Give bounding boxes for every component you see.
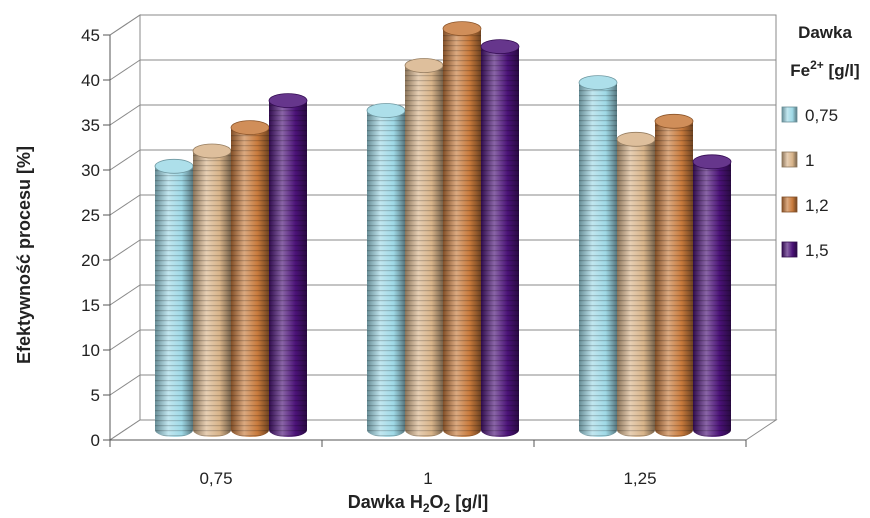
- y-tick-label: 20: [81, 251, 100, 270]
- bar: [230, 120, 270, 437]
- gridline: [109, 14, 776, 36]
- y-tick-label: 25: [81, 206, 100, 225]
- bar-texture: [443, 28, 481, 437]
- bar: [480, 39, 520, 437]
- bar-top: [578, 75, 618, 90]
- bar-texture: [193, 151, 231, 437]
- bar-top: [366, 103, 406, 118]
- legend-item: 1: [781, 151, 814, 170]
- gridline: [109, 149, 776, 171]
- bar-top: [230, 120, 270, 135]
- legend-label: 1,5: [805, 241, 829, 260]
- x-axis-label: Dawka H2O2 [g/l]: [348, 492, 488, 515]
- bar-texture: [655, 121, 693, 438]
- legend: Dawka Fe2+ [g/l] 0,75 1 1,2 1,5: [781, 23, 860, 260]
- bar: [154, 158, 194, 438]
- x-axis-ticks: 0,75 1 1,25: [109, 439, 747, 488]
- x-tick-label: 0,75: [199, 469, 232, 488]
- legend-item: 1,2: [781, 196, 829, 215]
- bar-top: [192, 143, 232, 159]
- bar-texture: [231, 127, 269, 437]
- y-tick-label: 35: [81, 116, 100, 135]
- bar: [404, 58, 444, 437]
- legend-swatch: [781, 196, 798, 213]
- y-tick-label: 45: [81, 26, 100, 45]
- bar-texture: [367, 110, 405, 437]
- gridline: [109, 239, 776, 261]
- bar: [616, 131, 656, 438]
- bar: [578, 75, 618, 437]
- legend-title-line2: Fe2+ [g/l]: [790, 58, 859, 80]
- gridline: [109, 104, 776, 126]
- bar-texture: [405, 65, 443, 437]
- legend-label: 0,75: [805, 106, 838, 125]
- bar: [366, 103, 406, 437]
- y-tick-label: 40: [81, 71, 100, 90]
- bar-texture: [269, 100, 307, 437]
- legend-item: 1,5: [781, 241, 829, 260]
- legend-label: 1: [805, 151, 814, 170]
- bar-top: [616, 131, 656, 147]
- bar-texture: [481, 46, 519, 437]
- bars: [154, 21, 732, 438]
- bar-top: [442, 21, 482, 37]
- legend-label: 1,2: [805, 196, 829, 215]
- legend-swatch: [781, 151, 798, 168]
- bar: [654, 113, 694, 438]
- bar-texture: [617, 139, 655, 438]
- bar-texture: [155, 166, 193, 438]
- bar-top: [654, 113, 694, 129]
- bar-top: [480, 39, 520, 54]
- y-tick-label: 30: [81, 161, 100, 180]
- gridline: [109, 329, 776, 351]
- bar: [442, 21, 482, 437]
- bar-texture: [693, 161, 731, 438]
- legend-swatch: [781, 106, 798, 123]
- x-tick-label: 1,25: [623, 469, 656, 488]
- y-tick-label: 0: [91, 431, 100, 450]
- y-axis-label: Efektywność procesu [%]: [14, 146, 34, 364]
- gridlines: [109, 14, 776, 441]
- bar-top: [154, 158, 194, 174]
- bar: [692, 154, 732, 438]
- bar-top: [404, 58, 444, 73]
- y-axis-ticks: 0 5 10 15 20 25 30 35 40 45: [81, 26, 111, 450]
- x-tick-label: 1: [423, 469, 432, 488]
- bar: [268, 93, 308, 437]
- bar: [192, 143, 232, 437]
- legend-item: 0,75: [781, 106, 838, 125]
- bar-top: [692, 154, 732, 170]
- gridline: [109, 374, 776, 396]
- bar-texture: [579, 82, 617, 437]
- y-tick-label: 5: [91, 386, 100, 405]
- gridline: [109, 59, 776, 81]
- gridline: [109, 284, 776, 306]
- legend-title-line1: Dawka: [798, 23, 852, 42]
- bar-top: [268, 93, 308, 108]
- y-tick-label: 15: [81, 296, 100, 315]
- y-tick-label: 10: [81, 341, 100, 360]
- legend-swatch: [781, 241, 798, 258]
- side-wall: [109, 14, 141, 441]
- gridline: [109, 194, 776, 216]
